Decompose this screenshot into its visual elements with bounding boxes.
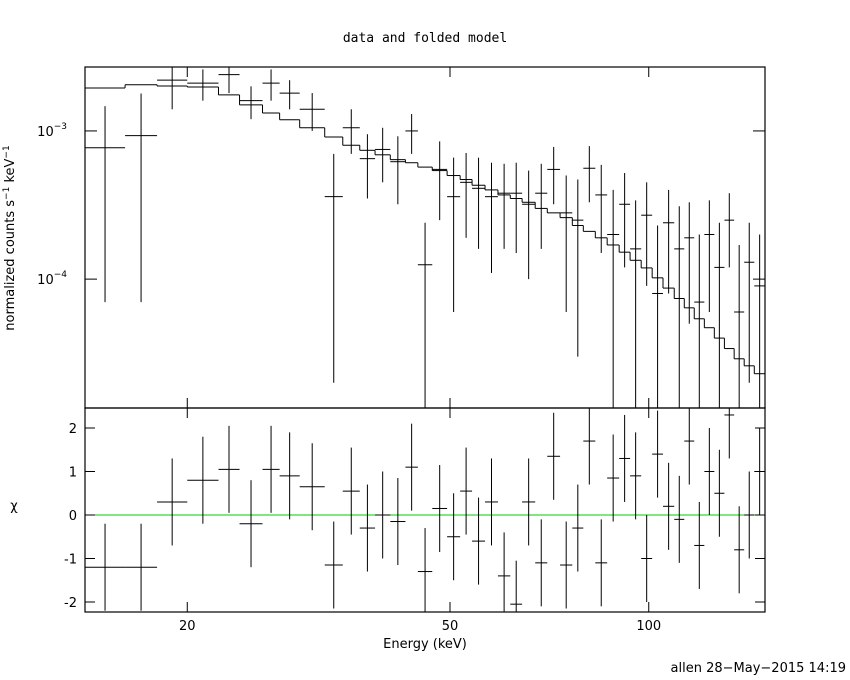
x-tick-label: 50	[442, 619, 459, 634]
y-tick-label: 10−3	[37, 122, 67, 140]
y-tick-label: 2	[69, 422, 77, 437]
y-label-text: normalized counts s	[3, 200, 18, 331]
y-tick-label: 10−4	[37, 270, 67, 288]
chart-title: data and folded model	[343, 31, 507, 46]
x-tick-label: 20	[179, 619, 196, 634]
top-plot	[85, 67, 765, 408]
y-label-sup: −1	[2, 187, 12, 200]
x-tick-label: 100	[636, 619, 661, 634]
y-tick-label: 1	[69, 466, 77, 481]
bottom-frame	[84, 407, 766, 613]
y-axis-label: normalized counts s−1 keV−1	[2, 145, 18, 330]
y-tick-base: 10	[37, 273, 54, 288]
y-tick-label: 0	[69, 509, 77, 524]
x-axis-label: Energy (keV)	[383, 637, 467, 652]
y-tick-exponent: −4	[54, 270, 68, 280]
residual-axis-label: χ	[10, 499, 18, 514]
y-label-sup: −1	[2, 145, 12, 158]
footer: allen 28−May−2015 14:19	[671, 661, 846, 676]
y-tick-exponent: −3	[54, 122, 67, 132]
y-label-text: keV	[3, 158, 18, 186]
bottom-plot	[85, 408, 765, 612]
y-tick-base: 10	[37, 125, 54, 140]
y-tick-label: -2	[64, 596, 77, 611]
y-tick-label: -1	[64, 552, 77, 567]
